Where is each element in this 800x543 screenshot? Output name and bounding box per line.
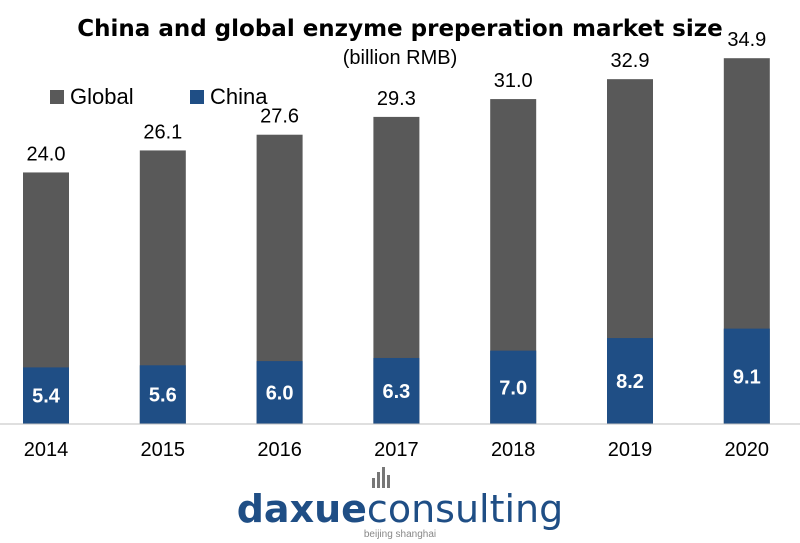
data-label-china-2020: 9.1 [733,366,761,388]
x-tick-label-2018: 2018 [491,439,536,461]
logo-text-daxue: daxue [237,487,367,531]
logo-bar-1 [372,478,375,488]
logo-text-consulting: consulting [367,487,563,531]
logo-tagline: beijing shanghai [364,529,436,540]
x-tick-label-2019: 2019 [608,439,653,461]
data-label-global-2016: 27.6 [260,106,299,128]
x-tick-label-2014: 2014 [24,439,69,461]
x-tick-label-2016: 2016 [257,439,302,461]
x-tick-label-2015: 2015 [141,439,186,461]
data-label-global-2019: 32.9 [611,50,650,72]
bar-china-2018 [490,350,537,424]
bar-chart-icon [372,467,390,488]
data-label-china-2018: 7.0 [499,377,527,399]
legend-swatch-global [50,90,64,104]
legend-label-china: China [210,84,268,109]
logo: daxueconsulting beijing shanghai [237,467,564,540]
bar-china-2014 [23,367,69,424]
logo-bar-2 [377,472,380,488]
bar-china-2019 [607,338,653,424]
legend: Global China [50,84,268,109]
chart-subtitle: (billion RMB) [343,47,457,69]
bar-china-2016 [256,361,303,424]
logo-bar-4 [387,475,390,488]
data-label-china-2017: 6.3 [382,381,410,403]
data-label-global-2017: 29.3 [377,88,416,110]
legend-swatch-china [190,90,204,104]
data-label-china-2019: 8.2 [616,371,644,393]
data-label-global-2018: 31.0 [494,70,533,92]
logo-text: daxueconsulting [237,487,564,531]
data-label-china-2014: 5.4 [32,386,61,408]
legend-label-global: Global [70,84,134,109]
data-label-global-2015: 26.1 [143,121,182,143]
data-label-china-2015: 5.6 [149,385,177,407]
x-tick-label-2017: 2017 [374,439,419,461]
data-label-global-2020: 34.9 [727,29,766,51]
chart-title: China and global enzyme preperation mark… [77,16,722,42]
data-label-global-2014: 24.0 [27,143,66,165]
plot-area: 24.0 5.4 2014 26.1 5.6 2015 27.6 6.0 2016 29.3 6.3… [23,29,770,461]
bar-china-2015 [139,365,186,424]
bar-china-2020 [723,328,770,424]
data-label-china-2016: 6.0 [266,383,294,405]
logo-bar-3 [382,467,385,488]
bar-china-2017 [373,357,420,424]
x-tick-label-2020: 2020 [725,439,770,461]
